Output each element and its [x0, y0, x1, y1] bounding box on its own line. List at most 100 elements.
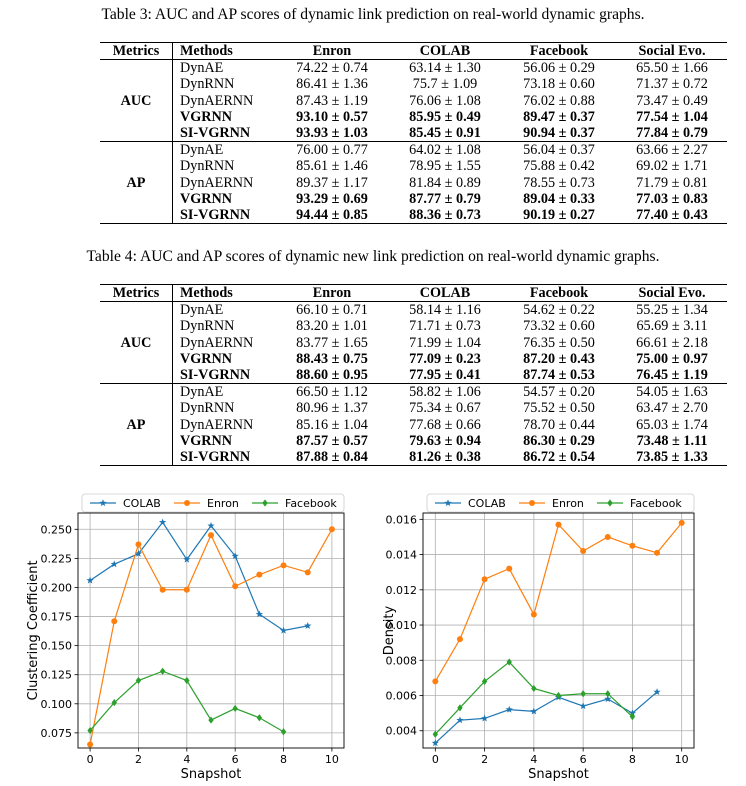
density-chart: 0 2 4 6 8 10 0.004 0.006 0.008 0.010 0.012 0.014 0.0… [382, 493, 695, 782]
y-tick-label: 0.008 [386, 654, 418, 667]
data-point [506, 565, 513, 572]
method-name: VGRNN [180, 190, 233, 207]
legend-marker [184, 500, 190, 506]
score-cell: 77.84 ± 0.79 [636, 125, 708, 142]
column-header: Enron [275, 41, 389, 61]
data-point [304, 622, 312, 629]
table-row: AP DynAE 66.50 ± 1.12 58.82 ± 1.06 54.57 ± 0… [100, 383, 727, 467]
y-tick-label: 0.125 [41, 669, 73, 682]
data-point [231, 552, 239, 560]
table3-caption: Table 3: AUC and AP scores of dynamic li… [101, 6, 645, 23]
score-cell: 66.50 ± 1.12 [275, 383, 389, 401]
column-header: Methods [172, 283, 275, 303]
score-cell: 65.50 ± 1.66 [636, 60, 708, 77]
table-row: DynAERNN 87.43 ± 1.19 76.06 ± 1.08 76.02 ± … [100, 93, 727, 109]
data-point [280, 728, 287, 736]
data-point [280, 562, 287, 569]
score-cell: 73.18 ± 0.60 [523, 76, 595, 93]
score-cell: 86.72 ± 0.54 [501, 449, 617, 467]
score-cell: 63.14 ± 1.30 [409, 60, 481, 77]
table-row: DynRNN 80.96 ± 1.37 75.34 ± 0.67 75.52 ± 0.… [100, 400, 727, 416]
score-cell: 85.16 ± 1.04 [296, 416, 368, 433]
legend-item: COLAB [90, 497, 161, 510]
column-header: Facebook [501, 283, 617, 303]
score-cell: 73.48 ± 1.11 [636, 432, 708, 449]
score-cell: 78.55 ± 0.73 [523, 174, 595, 191]
score-cell: 89.04 ± 0.33 [523, 190, 595, 207]
table4: Metrics Methods Enron COLAB Facebook Social E… [100, 283, 727, 467]
data-point [604, 533, 611, 540]
y-tick-label: 0.014 [386, 549, 418, 562]
y-tick-label: 0.100 [41, 698, 73, 711]
x-tick-label: 0 [432, 753, 439, 766]
score-cell: 79.63 ± 0.94 [409, 432, 481, 449]
score-cell: 71.71 ± 0.73 [409, 318, 481, 335]
y-tick-label: 0.150 [41, 640, 73, 653]
score-cell: 73.32 ± 0.60 [523, 318, 595, 335]
clustering-coefficient-chart: 0 2 4 6 8 10 0.075 0.100 0.125 0.150 0.175 0.200 0.2… [26, 493, 345, 782]
score-cell: 75.52 ± 0.50 [523, 400, 595, 417]
legend-marker [262, 499, 268, 507]
data-point [629, 713, 636, 721]
score-cell: 77.68 ± 0.66 [409, 416, 481, 433]
data-point [159, 667, 166, 675]
table-row: VGRNN 93.29 ± 0.69 87.77 ± 0.79 89.04 ± 0.3… [100, 191, 727, 207]
data-point [628, 709, 637, 717]
x-tick-label: 2 [135, 753, 142, 766]
data-point [431, 739, 439, 747]
series-enron [87, 526, 335, 748]
data-point [159, 586, 166, 593]
legend-item: Enron [519, 497, 584, 510]
score-cell: 93.93 ± 1.03 [296, 125, 368, 142]
x-tick-label: 4 [530, 753, 537, 766]
data-point [304, 569, 311, 576]
score-cell: 85.61 ± 1.46 [296, 158, 368, 175]
data-point [159, 518, 167, 526]
data-point [629, 542, 636, 549]
data-point [110, 560, 118, 568]
data-point [530, 707, 538, 715]
data-point [456, 636, 463, 643]
legend-item: COLAB [435, 497, 506, 510]
data-point [255, 610, 263, 618]
series-line [89, 521, 308, 632]
method-name: DynAERNN [180, 334, 254, 351]
table4-caption: Table 4: AUC and AP scores of dynamic ne… [86, 248, 660, 265]
column-header: COLAB [389, 283, 501, 303]
data-point [481, 677, 488, 686]
legend-label: Facebook [630, 497, 682, 510]
legend-marker [607, 499, 613, 507]
data-point [654, 549, 661, 556]
table-row: VGRNN 87.57 ± 0.57 79.63 ± 0.94 86.30 ± 0.2… [100, 433, 727, 449]
plot-frame [77, 512, 345, 749]
score-cell: 80.96 ± 1.37 [296, 400, 368, 417]
y-tick-label: 0.010 [386, 619, 418, 632]
plot-frame [422, 512, 695, 749]
x-tick-label: 10 [325, 753, 339, 766]
score-cell: 89.47 ± 0.37 [523, 108, 595, 125]
data-point [481, 576, 488, 583]
series-line [89, 528, 333, 745]
score-cell: 93.29 ± 0.69 [296, 190, 368, 207]
score-cell: 81.84 ± 0.89 [409, 174, 481, 191]
score-cell: 90.94 ± 0.37 [523, 125, 595, 142]
data-point [604, 695, 612, 703]
score-cell: 86.30 ± 0.29 [523, 432, 595, 449]
y-tick-label: 0.075 [41, 727, 73, 740]
y-tick-label: 0.225 [41, 552, 73, 565]
table-row: DynAERNN 85.16 ± 1.04 77.68 ± 0.66 78.70 ± … [100, 417, 727, 433]
score-cell: 56.06 ± 0.29 [523, 60, 595, 77]
data-point [256, 714, 263, 722]
data-point [183, 586, 190, 593]
data-point [232, 583, 239, 590]
score-cell: 88.43 ± 0.75 [296, 350, 368, 367]
score-cell: 75.00 ± 0.97 [636, 350, 708, 367]
method-name: DynAERNN [180, 92, 254, 109]
data-point [580, 548, 587, 555]
data-point [87, 726, 93, 735]
score-cell: 87.43 ± 1.19 [296, 92, 368, 109]
score-cell: 89.37 ± 1.17 [296, 174, 368, 191]
column-header: Social Evo. [617, 41, 727, 61]
score-cell: 90.19 ± 0.27 [501, 207, 617, 225]
score-cell: 76.06 ± 1.08 [409, 92, 481, 109]
